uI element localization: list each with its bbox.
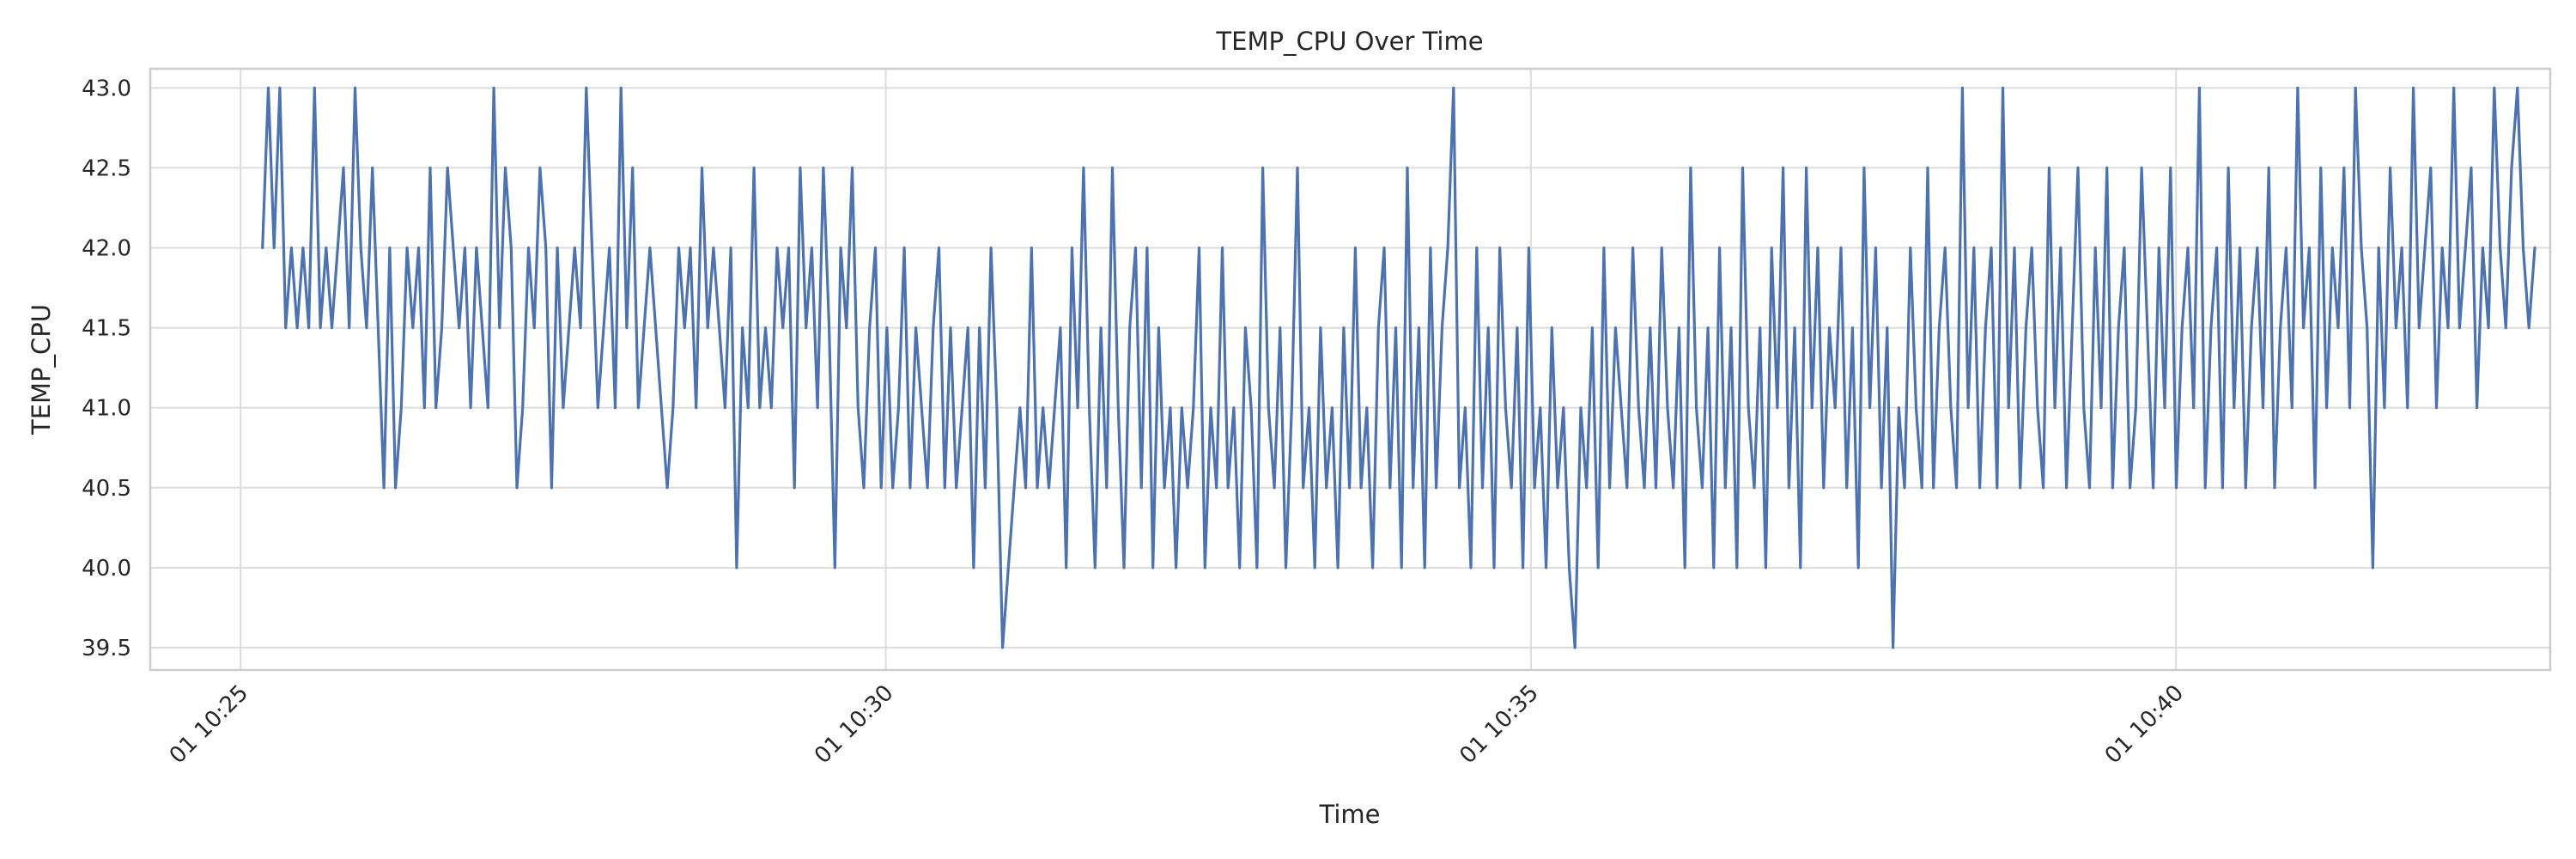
grid — [150, 69, 2550, 670]
x-tick-label: 01 10:30 — [810, 680, 898, 769]
x-axis-ticks: 01 10:25 01 10:30 01 10:35 01 10:40 — [165, 680, 2189, 769]
y-tick-label: 40.5 — [82, 476, 131, 502]
series-line-0 — [261, 86, 2537, 649]
y-tick-label: 40.0 — [82, 556, 131, 582]
x-tick-label: 01 10:40 — [2100, 680, 2189, 769]
y-tick-label: 39.5 — [82, 636, 131, 661]
plot-area-frame — [149, 67, 2552, 672]
y-tick-label: 42.0 — [82, 236, 131, 262]
x-axis-label: Time — [1319, 800, 1381, 829]
x-tick-label: 01 10:35 — [1455, 680, 1543, 769]
y-tick-label: 41.5 — [82, 316, 131, 342]
x-tick-label: 01 10:25 — [165, 680, 253, 769]
y-tick-label: 43.0 — [82, 76, 131, 101]
y-tick-label: 41.0 — [82, 396, 131, 422]
y-axis-label: TEMP_CPU — [27, 304, 56, 436]
chart-title: TEMP_CPU Over Time — [1215, 27, 1483, 56]
series-layer — [261, 86, 2537, 649]
y-tick-label: 42.5 — [82, 155, 131, 181]
y-axis-ticks: 39.5 40.0 40.5 41.0 41.5 42.0 42.5 43.0 — [82, 76, 131, 661]
